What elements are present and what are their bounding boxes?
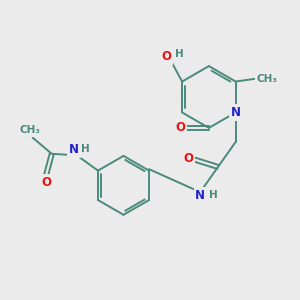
Text: CH₃: CH₃ — [19, 125, 40, 135]
Text: H: H — [81, 144, 90, 154]
Text: H: H — [175, 49, 184, 59]
Text: O: O — [161, 50, 172, 63]
Text: N: N — [231, 106, 241, 119]
Text: N: N — [69, 143, 79, 156]
Text: CH₃: CH₃ — [257, 74, 278, 84]
Text: O: O — [41, 176, 51, 189]
Text: N: N — [195, 189, 205, 202]
Text: O: O — [183, 152, 193, 165]
Text: O: O — [175, 122, 185, 134]
Text: H: H — [208, 190, 217, 200]
